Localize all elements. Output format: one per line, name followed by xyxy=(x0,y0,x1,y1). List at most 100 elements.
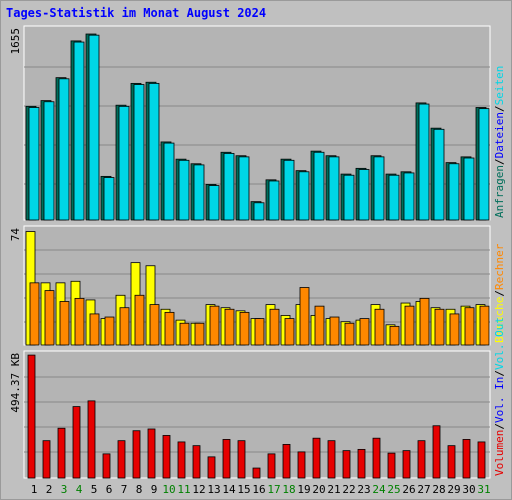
x-tick-label-day-7: 7 xyxy=(121,483,128,496)
bar-volumen-day-17 xyxy=(267,453,276,479)
bar-volumen-day-13 xyxy=(207,456,216,479)
bar-dateien-day-3 xyxy=(58,78,70,221)
bar-volumen-day-8 xyxy=(132,430,141,479)
bar-dateien-day-31 xyxy=(478,108,490,221)
bar-rechner-day-13 xyxy=(209,305,220,346)
bar-rechner-day-25 xyxy=(389,325,400,346)
bar-rechner-day-27 xyxy=(419,297,430,346)
bar-rechner-day-19 xyxy=(299,287,310,346)
x-tick-label-day-24: 24 xyxy=(372,483,386,496)
x-tick-label-day-26: 26 xyxy=(402,483,415,496)
legend-item-requests-2: Dateien xyxy=(493,112,506,158)
bar-dateien-day-30 xyxy=(463,157,475,221)
legend-volume: Volumen/Vol. In/Vol. Out xyxy=(493,317,506,476)
chart-title: Tages-Statistik im Monat August 2024 xyxy=(6,6,267,20)
legend-item-volume-2: Vol. In xyxy=(493,377,506,423)
bar-rechner-day-26 xyxy=(404,305,415,346)
x-tick-label-day-12: 12 xyxy=(192,483,205,496)
bar-rechner-day-17 xyxy=(269,308,280,346)
bar-volumen-day-27 xyxy=(417,440,426,479)
bar-volumen-day-3 xyxy=(57,427,66,479)
bar-volumen-day-10 xyxy=(162,435,171,479)
bar-volumen-day-15 xyxy=(237,440,246,479)
bar-rechner-day-12 xyxy=(194,322,205,346)
legend-visits: Besuche/Rechner xyxy=(493,243,506,343)
bar-dateien-day-21 xyxy=(328,156,340,221)
bar-rechner-day-4 xyxy=(74,297,85,346)
bar-rechner-day-2 xyxy=(44,290,55,346)
bar-rechner-day-1 xyxy=(29,282,40,346)
bar-dateien-day-12 xyxy=(193,164,205,221)
bar-volumen-day-26 xyxy=(402,450,411,479)
bar-rechner-day-24 xyxy=(374,308,385,346)
bar-rechner-day-5 xyxy=(89,313,100,346)
bar-volumen-day-9 xyxy=(147,428,156,479)
bar-volumen-day-19 xyxy=(297,451,306,479)
bar-dateien-day-13 xyxy=(208,185,220,221)
legend-requests: Anfragen/Dateien/Seiten xyxy=(493,66,506,218)
bar-volumen-day-12 xyxy=(192,445,201,479)
x-tick-label-day-17: 17 xyxy=(267,483,280,496)
bar-dateien-day-29 xyxy=(448,163,460,221)
bar-rechner-day-29 xyxy=(449,313,460,346)
bar-dateien-day-7 xyxy=(118,105,130,221)
bar-volumen-day-28 xyxy=(432,425,441,479)
bar-rechner-day-7 xyxy=(119,307,130,346)
bar-dateien-day-24 xyxy=(373,156,385,221)
x-tick-label-day-31: 31 xyxy=(477,483,490,496)
bar-dateien-day-19 xyxy=(298,171,310,221)
bar-rechner-day-14 xyxy=(224,308,235,346)
bar-rechner-day-11 xyxy=(179,322,190,346)
bar-dateien-day-26 xyxy=(403,172,415,221)
x-tick-label-day-10: 10 xyxy=(162,483,175,496)
bar-volumen-day-30 xyxy=(462,439,471,479)
x-tick-label-day-1: 1 xyxy=(31,483,38,496)
bar-rechner-day-23 xyxy=(359,318,370,346)
bar-volumen-day-20 xyxy=(312,437,321,479)
bar-dateien-day-25 xyxy=(388,174,400,221)
bar-volumen-day-5 xyxy=(87,400,96,479)
x-tick-label-day-14: 14 xyxy=(222,483,236,496)
bar-dateien-day-20 xyxy=(313,151,325,221)
x-tick-label-day-2: 2 xyxy=(46,483,53,496)
bar-rechner-day-16 xyxy=(254,318,265,346)
x-tick-label-day-30: 30 xyxy=(462,483,475,496)
bar-dateien-day-4 xyxy=(73,41,85,221)
legend-item-volume-0: Volumen xyxy=(493,430,506,476)
x-tick-label-day-21: 21 xyxy=(327,483,340,496)
bar-dateien-day-22 xyxy=(343,174,355,221)
bar-dateien-day-27 xyxy=(418,103,430,221)
bar-dateien-day-2 xyxy=(43,101,55,221)
x-tick-label-day-27: 27 xyxy=(417,483,430,496)
bar-rechner-day-18 xyxy=(284,318,295,346)
bar-volumen-day-21 xyxy=(327,440,336,479)
x-tick-label-day-28: 28 xyxy=(432,483,445,496)
bar-rechner-day-6 xyxy=(104,316,115,346)
legend-item-requests-0: Anfragen xyxy=(493,165,506,218)
bar-dateien-day-18 xyxy=(283,159,295,221)
x-tick-label-day-4: 4 xyxy=(76,483,83,496)
y-max-label-volume: 494.37 KB xyxy=(9,353,22,413)
bar-dateien-day-1 xyxy=(28,107,40,221)
legend-item-requests-4: Seiten xyxy=(493,66,506,106)
x-tick-label-day-5: 5 xyxy=(91,483,98,496)
legend-item-volume-4: Vol. Out xyxy=(493,317,506,370)
bar-volumen-day-4 xyxy=(72,406,81,479)
x-tick-label-day-18: 18 xyxy=(282,483,295,496)
x-tick-label-day-22: 22 xyxy=(342,483,355,496)
bar-volumen-day-24 xyxy=(372,437,381,479)
bar-volumen-day-25 xyxy=(387,452,396,479)
bar-dateien-day-11 xyxy=(178,159,190,221)
bar-dateien-day-6 xyxy=(103,177,115,221)
plot-area-volume xyxy=(23,350,491,479)
legend-item-visits-2: Rechner xyxy=(493,243,506,290)
bar-rechner-day-3 xyxy=(59,301,70,346)
x-tick-label-day-13: 13 xyxy=(207,483,220,496)
x-tick-label-day-6: 6 xyxy=(106,483,113,496)
legend-item-requests-1: / xyxy=(493,158,506,165)
bar-volumen-day-23 xyxy=(357,448,366,479)
bar-volumen-day-11 xyxy=(177,441,186,479)
bar-volumen-day-2 xyxy=(42,440,51,479)
bar-dateien-day-16 xyxy=(253,202,265,221)
